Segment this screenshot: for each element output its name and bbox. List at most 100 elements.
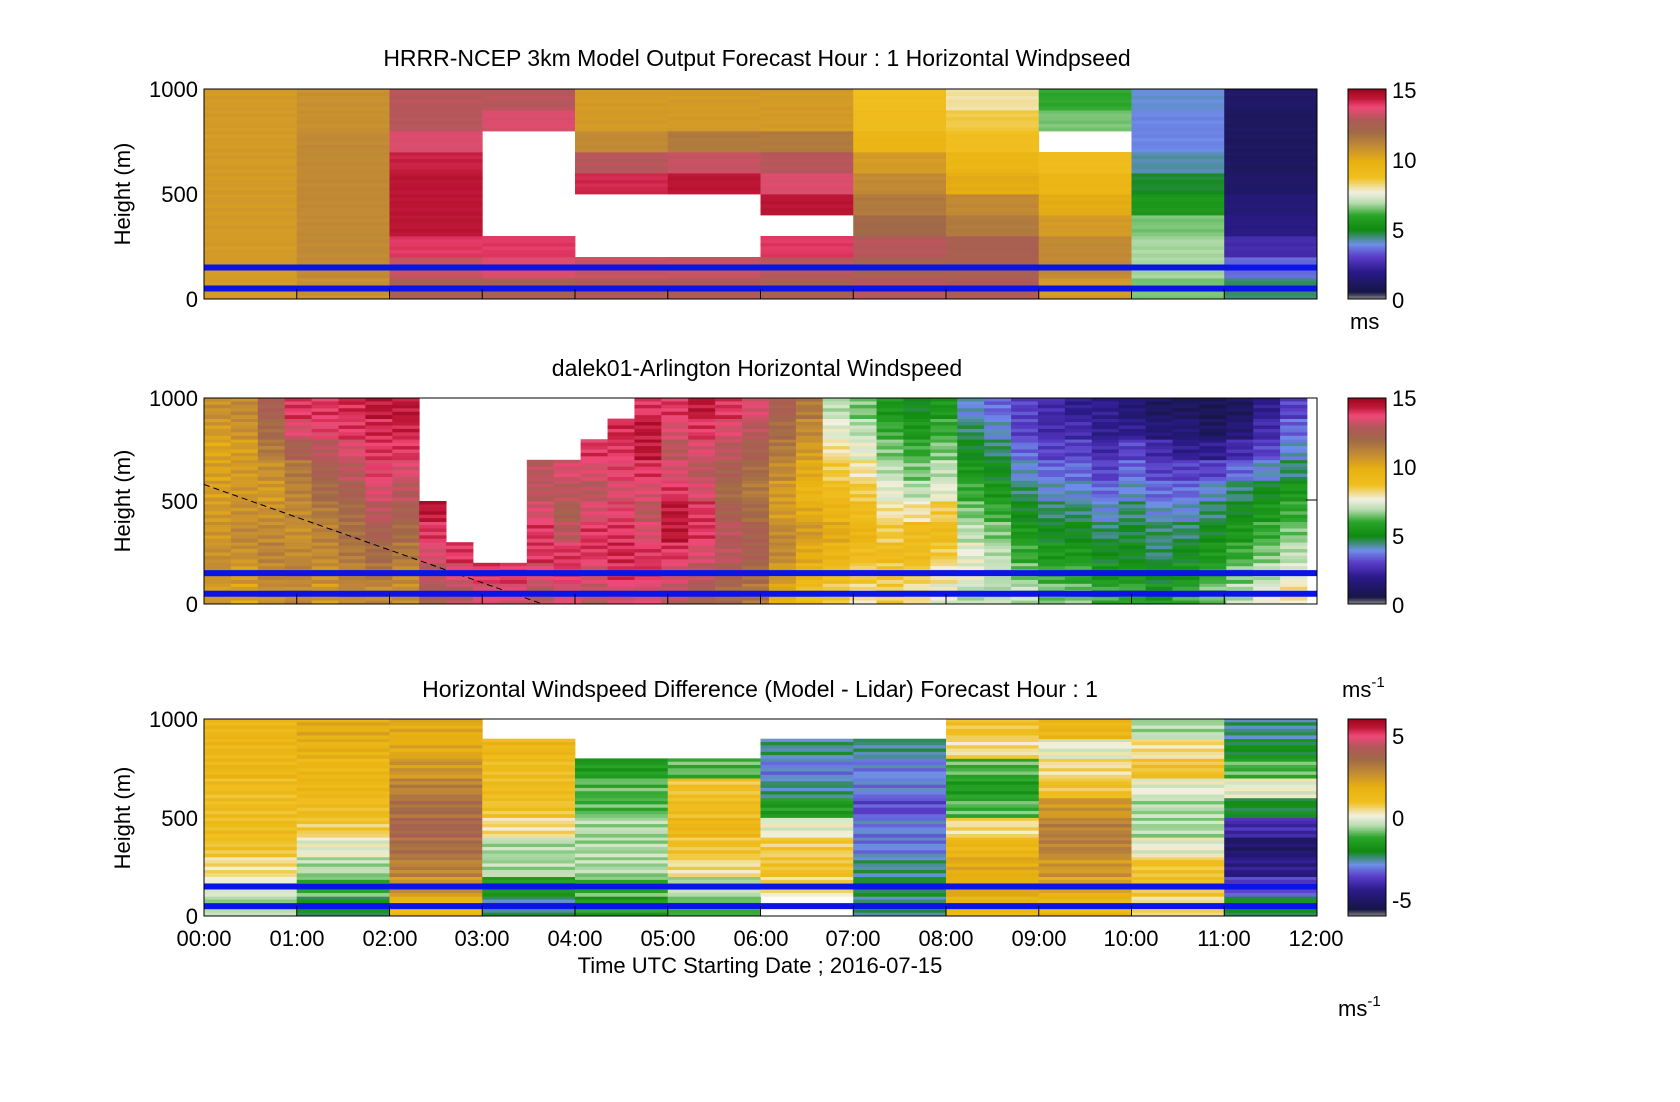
colorbar-swatch	[1348, 899, 1386, 902]
panel-difference-heatmap	[204, 719, 1318, 917]
heatmap-cell	[688, 531, 716, 536]
heatmap-cell	[957, 422, 985, 426]
heatmap-cell	[1224, 751, 1318, 756]
heatmap-cell	[853, 797, 947, 802]
heatmap-cell	[984, 525, 1012, 529]
heatmap-cell	[760, 755, 854, 759]
heatmap-cell	[903, 418, 931, 423]
heatmap-cell	[688, 483, 716, 488]
heatmap-cell	[946, 117, 1040, 121]
heatmap-cell	[1224, 120, 1318, 125]
heatmap-cell	[946, 814, 1040, 818]
heatmap-cell	[1064, 555, 1093, 560]
colorbar-swatch	[1348, 591, 1386, 595]
heatmap-cell	[768, 490, 797, 495]
heatmap-cell	[715, 428, 743, 433]
heatmap-cell	[338, 535, 366, 540]
heatmap-cell	[853, 899, 947, 904]
heatmap-cell	[446, 597, 474, 601]
heatmap-cell	[284, 415, 313, 419]
heatmap-cell	[795, 559, 824, 564]
heatmap-cell	[1064, 432, 1093, 437]
colorbar-swatch	[1348, 187, 1386, 190]
heatmap-cell	[1064, 576, 1093, 581]
heatmap-cell	[1253, 463, 1281, 468]
heatmap-cell	[768, 415, 797, 419]
heatmap-cell	[1145, 525, 1173, 529]
heatmap-cell	[667, 837, 761, 841]
heatmap-cell	[1037, 597, 1066, 601]
heatmap-cell	[1118, 501, 1146, 505]
heatmap-cell	[1037, 514, 1066, 519]
heatmap-cell	[760, 866, 854, 871]
heatmap-cell	[553, 600, 582, 605]
heatmap-cell	[1172, 470, 1200, 474]
heatmap-cell	[1038, 863, 1132, 868]
heatmap-cell	[1226, 439, 1254, 444]
colorbar-swatch	[1348, 418, 1386, 421]
colorbar-swatch	[1348, 542, 1386, 545]
heatmap-cell	[1224, 741, 1318, 746]
heatmap-cell	[1118, 487, 1146, 492]
colorbar-swatch	[1348, 92, 1386, 95]
heatmap-cell	[482, 771, 576, 776]
heatmap-cell	[365, 586, 393, 591]
heatmap-cell	[984, 439, 1012, 444]
heatmap-cell	[1280, 466, 1308, 471]
colorbar-swatch	[1348, 555, 1386, 559]
heatmap-cell	[1145, 497, 1173, 502]
heatmap-cell	[853, 281, 947, 286]
heatmap-cell	[957, 504, 985, 509]
colorbar-swatch	[1348, 906, 1386, 909]
heatmap-cell	[1091, 579, 1120, 584]
heatmap-cell	[853, 103, 947, 107]
heatmap-cell	[311, 559, 339, 564]
heatmap-cell	[473, 562, 501, 567]
colorbar-swatch	[1348, 720, 1386, 723]
colorbar-swatch	[1348, 893, 1386, 896]
heatmap-cell	[311, 456, 339, 461]
heatmap-cell	[389, 187, 483, 191]
heatmap-cell	[849, 432, 877, 437]
panel-difference-ytick-1000: 1000	[149, 707, 198, 732]
panel-model-ytick-500: 500	[161, 182, 198, 207]
heatmap-cell	[580, 576, 608, 581]
panel-model-colorbar-tick-5: 5	[1392, 218, 1404, 243]
heatmap-cell	[876, 583, 904, 588]
colorbar-swatch	[1348, 806, 1386, 809]
colorbar-swatch	[1348, 901, 1386, 904]
heatmap-cell	[957, 442, 985, 447]
heatmap-cell	[1118, 555, 1146, 560]
heatmap-cell	[607, 555, 635, 560]
heatmap-cell	[575, 134, 669, 139]
heatmap-cell	[1037, 408, 1066, 413]
panel-difference: Horizontal Windspeed Difference (Model -…	[110, 676, 1412, 1021]
heatmap-cell	[526, 586, 555, 591]
heatmap-cell	[392, 490, 420, 495]
heatmap-cell	[284, 545, 313, 550]
heatmap-cell	[1226, 538, 1254, 543]
heatmap-cell	[1172, 476, 1200, 481]
heatmap-cell	[688, 538, 716, 543]
heatmap-cell	[688, 439, 716, 444]
colorbar-swatch	[1348, 502, 1386, 505]
heatmap-cell	[946, 847, 1040, 851]
heatmap-cell	[760, 274, 854, 279]
heatmap-cell	[853, 183, 947, 188]
colorbar-swatch	[1348, 760, 1386, 763]
heatmap-cell	[338, 600, 366, 605]
colorbar-swatch	[1348, 420, 1386, 423]
colorbar-swatch	[1348, 835, 1386, 838]
heatmap-cell	[930, 586, 958, 591]
heatmap-cell	[1199, 597, 1227, 601]
heatmap-cell	[607, 511, 635, 516]
heatmap-cell	[1131, 758, 1225, 763]
heatmap-cell	[688, 466, 716, 471]
heatmap-cell	[822, 473, 851, 478]
heatmap-cell	[1199, 555, 1227, 560]
heatmap-cell	[667, 866, 761, 871]
heatmap-cell	[760, 814, 854, 818]
heatmap-cell	[1131, 755, 1225, 759]
heatmap-cell	[768, 552, 797, 557]
heatmap-cell	[984, 511, 1012, 516]
